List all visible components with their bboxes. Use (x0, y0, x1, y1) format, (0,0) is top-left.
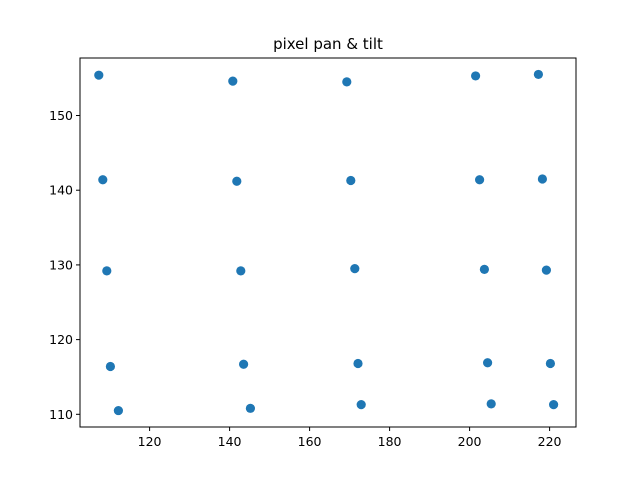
x-tick-label: 200 (458, 434, 482, 449)
y-tick-label: 130 (49, 257, 73, 272)
data-point (346, 175, 356, 186)
x-tick-label: 140 (218, 434, 242, 449)
data-point (236, 266, 246, 276)
y-tick-label: 140 (49, 183, 73, 198)
data-point (541, 265, 552, 275)
x-tick-label: 220 (538, 434, 562, 449)
data-point (479, 264, 489, 274)
data-point (356, 399, 366, 410)
x-tick-label: 160 (298, 434, 322, 449)
x-tick-label: 180 (378, 434, 402, 449)
x-tick-label: 120 (138, 434, 162, 449)
data-point (471, 71, 481, 81)
data-point (350, 264, 360, 274)
y-tick-label: 110 (49, 407, 73, 422)
data-point (475, 175, 485, 185)
points-layer (94, 69, 559, 416)
data-point (549, 399, 559, 410)
data-point (537, 174, 548, 184)
y-tick-label: 120 (49, 332, 73, 347)
plot-frame (79, 57, 577, 428)
data-point (483, 358, 493, 368)
data-point (245, 403, 255, 413)
data-point (232, 176, 242, 186)
data-point (105, 361, 115, 372)
data-point (486, 399, 496, 409)
y-tick-label: 150 (49, 108, 73, 123)
data-point (545, 358, 556, 369)
data-point (239, 359, 249, 369)
chart-title: pixel pan & tilt (273, 35, 383, 53)
data-point (102, 266, 112, 276)
data-point (533, 69, 544, 80)
axes-layer: 120 140 160 180 200 220 110 120 130 140 150 (49, 108, 561, 449)
data-point (353, 358, 363, 369)
data-point (228, 76, 238, 86)
data-point (342, 77, 352, 87)
data-point (113, 405, 123, 416)
data-point (94, 70, 104, 80)
data-point (98, 175, 108, 185)
